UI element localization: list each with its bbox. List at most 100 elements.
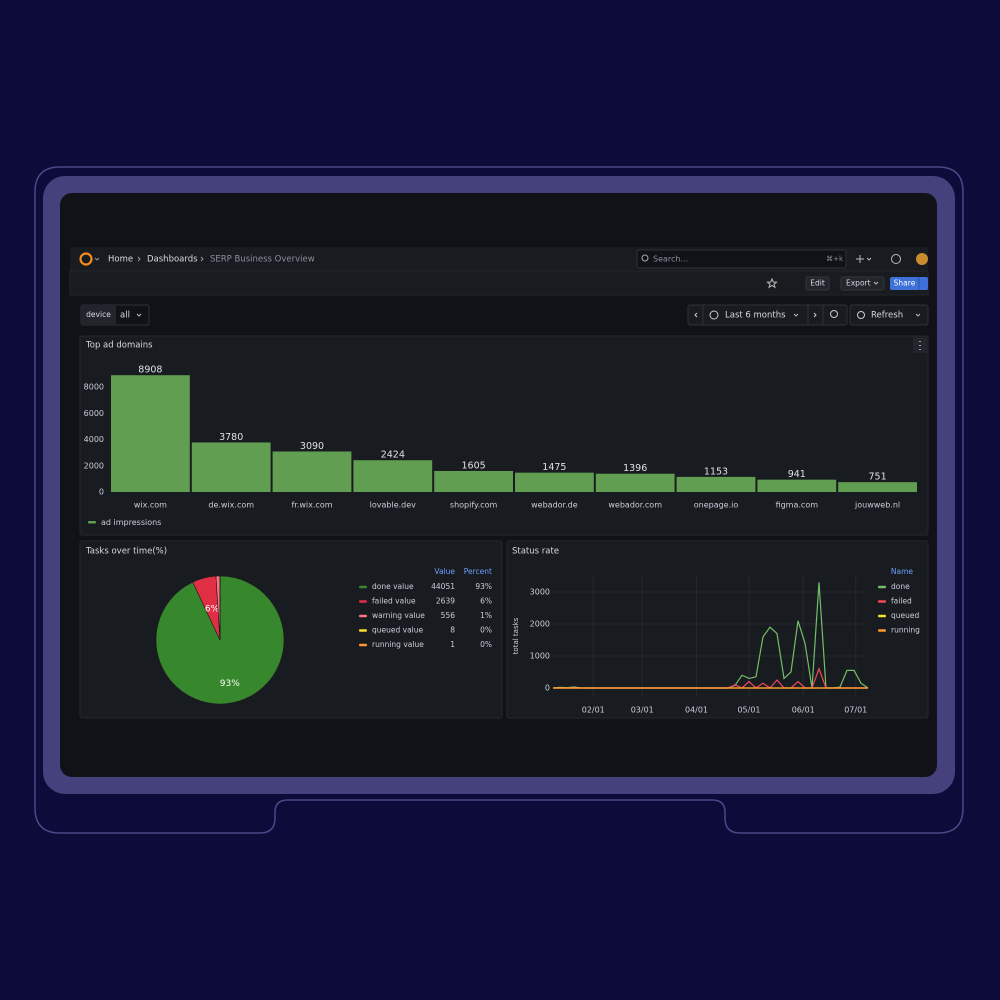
bar [272,451,352,492]
value-label: 1605 [462,460,486,471]
bar [111,375,190,492]
legend-swatch [359,629,367,632]
refresh-label: Refresh [871,311,903,321]
add-icon[interactable] [856,255,872,263]
export-label: Export [846,279,871,288]
value-label: 1153 [704,466,728,477]
legend-count: 1 [450,640,455,649]
value-label: 3780 [219,432,243,443]
value-label: 1396 [623,463,647,474]
y-tick-label: 0 [545,684,550,693]
legend-percent: 93% [475,582,492,591]
x-tick-label: 02/01 [582,706,605,715]
value-label: 3090 [300,441,324,452]
legend-header: Name [891,567,914,576]
legend-percent: 0% [480,626,492,635]
legend-count: 8 [450,626,455,635]
legend-swatch [878,585,886,589]
value-label: 8908 [138,365,162,376]
slice-label: 6% [205,605,220,615]
legend-label: done value [372,582,414,591]
bar [191,442,271,492]
variable-label-box [81,305,116,325]
legend-swatch [359,614,367,618]
charts: 0 2000 4000 6000 8000 8908 wix.com 3780 de.wix.c… [84,365,921,715]
value-label: 1475 [542,462,566,473]
chevron [915,313,921,317]
panel [506,540,929,719]
x-tick-label: 04/01 [685,706,708,715]
legend-swatch [359,600,367,603]
legend-label: running value [372,640,424,649]
star-icon[interactable] [766,277,778,289]
search-box[interactable] [636,249,847,269]
legend-label: ad impressions [101,518,161,527]
zoom-out-icon[interactable] [830,310,838,318]
chevron [873,281,879,285]
export-button[interactable] [840,276,885,291]
legend-label: failed [891,597,912,606]
legend-swatch [878,614,886,618]
panel-title: Top ad domains [85,341,153,351]
x-tick-label: 07/01 [844,706,867,715]
avatar[interactable] [916,253,928,265]
legend-label: running [891,626,920,635]
legend-percent: 1% [480,611,492,620]
edit-button[interactable] [805,276,830,291]
y-tick-label: 3000 [530,588,550,597]
legend-label: queued value [372,626,424,635]
value-label: 751 [869,472,887,483]
x-tick-label: 05/01 [737,706,760,715]
y-tick-label: 4000 [84,435,104,444]
x-tick-label: fr.wix.com [291,501,332,510]
time-shift-icons[interactable] [694,312,817,318]
bar [838,482,917,492]
legend-header: Value [434,567,455,576]
separator [200,256,204,262]
shortcut: ⌘+k [826,255,844,263]
breadcrumb[interactable]: Dashboards [147,255,198,265]
y-tick-label: 6000 [84,409,104,418]
variable-label: device [86,310,111,319]
panel-title: Status rate [512,547,559,557]
legend-count: 556 [441,611,456,620]
bar [595,473,675,492]
time-picker[interactable] [687,304,848,326]
share-label: Share [894,279,916,288]
bar [434,470,513,492]
x-tick-label: figma.com [776,501,819,510]
x-tick-label: 03/01 [631,706,654,715]
x-tick-label: lovable.dev [370,501,417,510]
bar [676,476,756,492]
variable-value: all [120,311,130,321]
legend-label: warning value [372,611,425,620]
legend-swatch [878,600,886,603]
x-tick-label: onepage.io [694,501,739,510]
x-tick-label: wix.com [134,501,167,510]
legend-header: Percent [464,567,492,576]
refresh-button[interactable] [849,304,929,326]
logo[interactable] [79,252,93,266]
clock-icon [709,310,719,320]
legend-label: queued [891,611,919,620]
separator [137,256,141,262]
panel-title: Tasks over time(%) [85,547,167,557]
y-tick-label: 1000 [530,652,550,661]
breadcrumb[interactable]: Home [108,255,133,265]
x-tick-label: webador.com [608,501,662,510]
x-tick-label: shopify.com [450,501,498,510]
search-icon [641,254,649,262]
y-tick-label: 0 [99,488,104,497]
x-tick-label: jouwweb.nl [854,501,900,510]
legend-swatch [878,629,886,632]
legend-percent: 6% [480,597,492,606]
help-icon[interactable] [891,254,901,264]
action-bar [69,270,929,296]
legend-count: 44051 [431,582,455,591]
x-tick-label: webador.de [531,501,578,510]
bar [515,472,594,492]
refresh-icon [857,311,865,319]
legend-percent: 0% [480,640,492,649]
device-outline [34,166,964,834]
